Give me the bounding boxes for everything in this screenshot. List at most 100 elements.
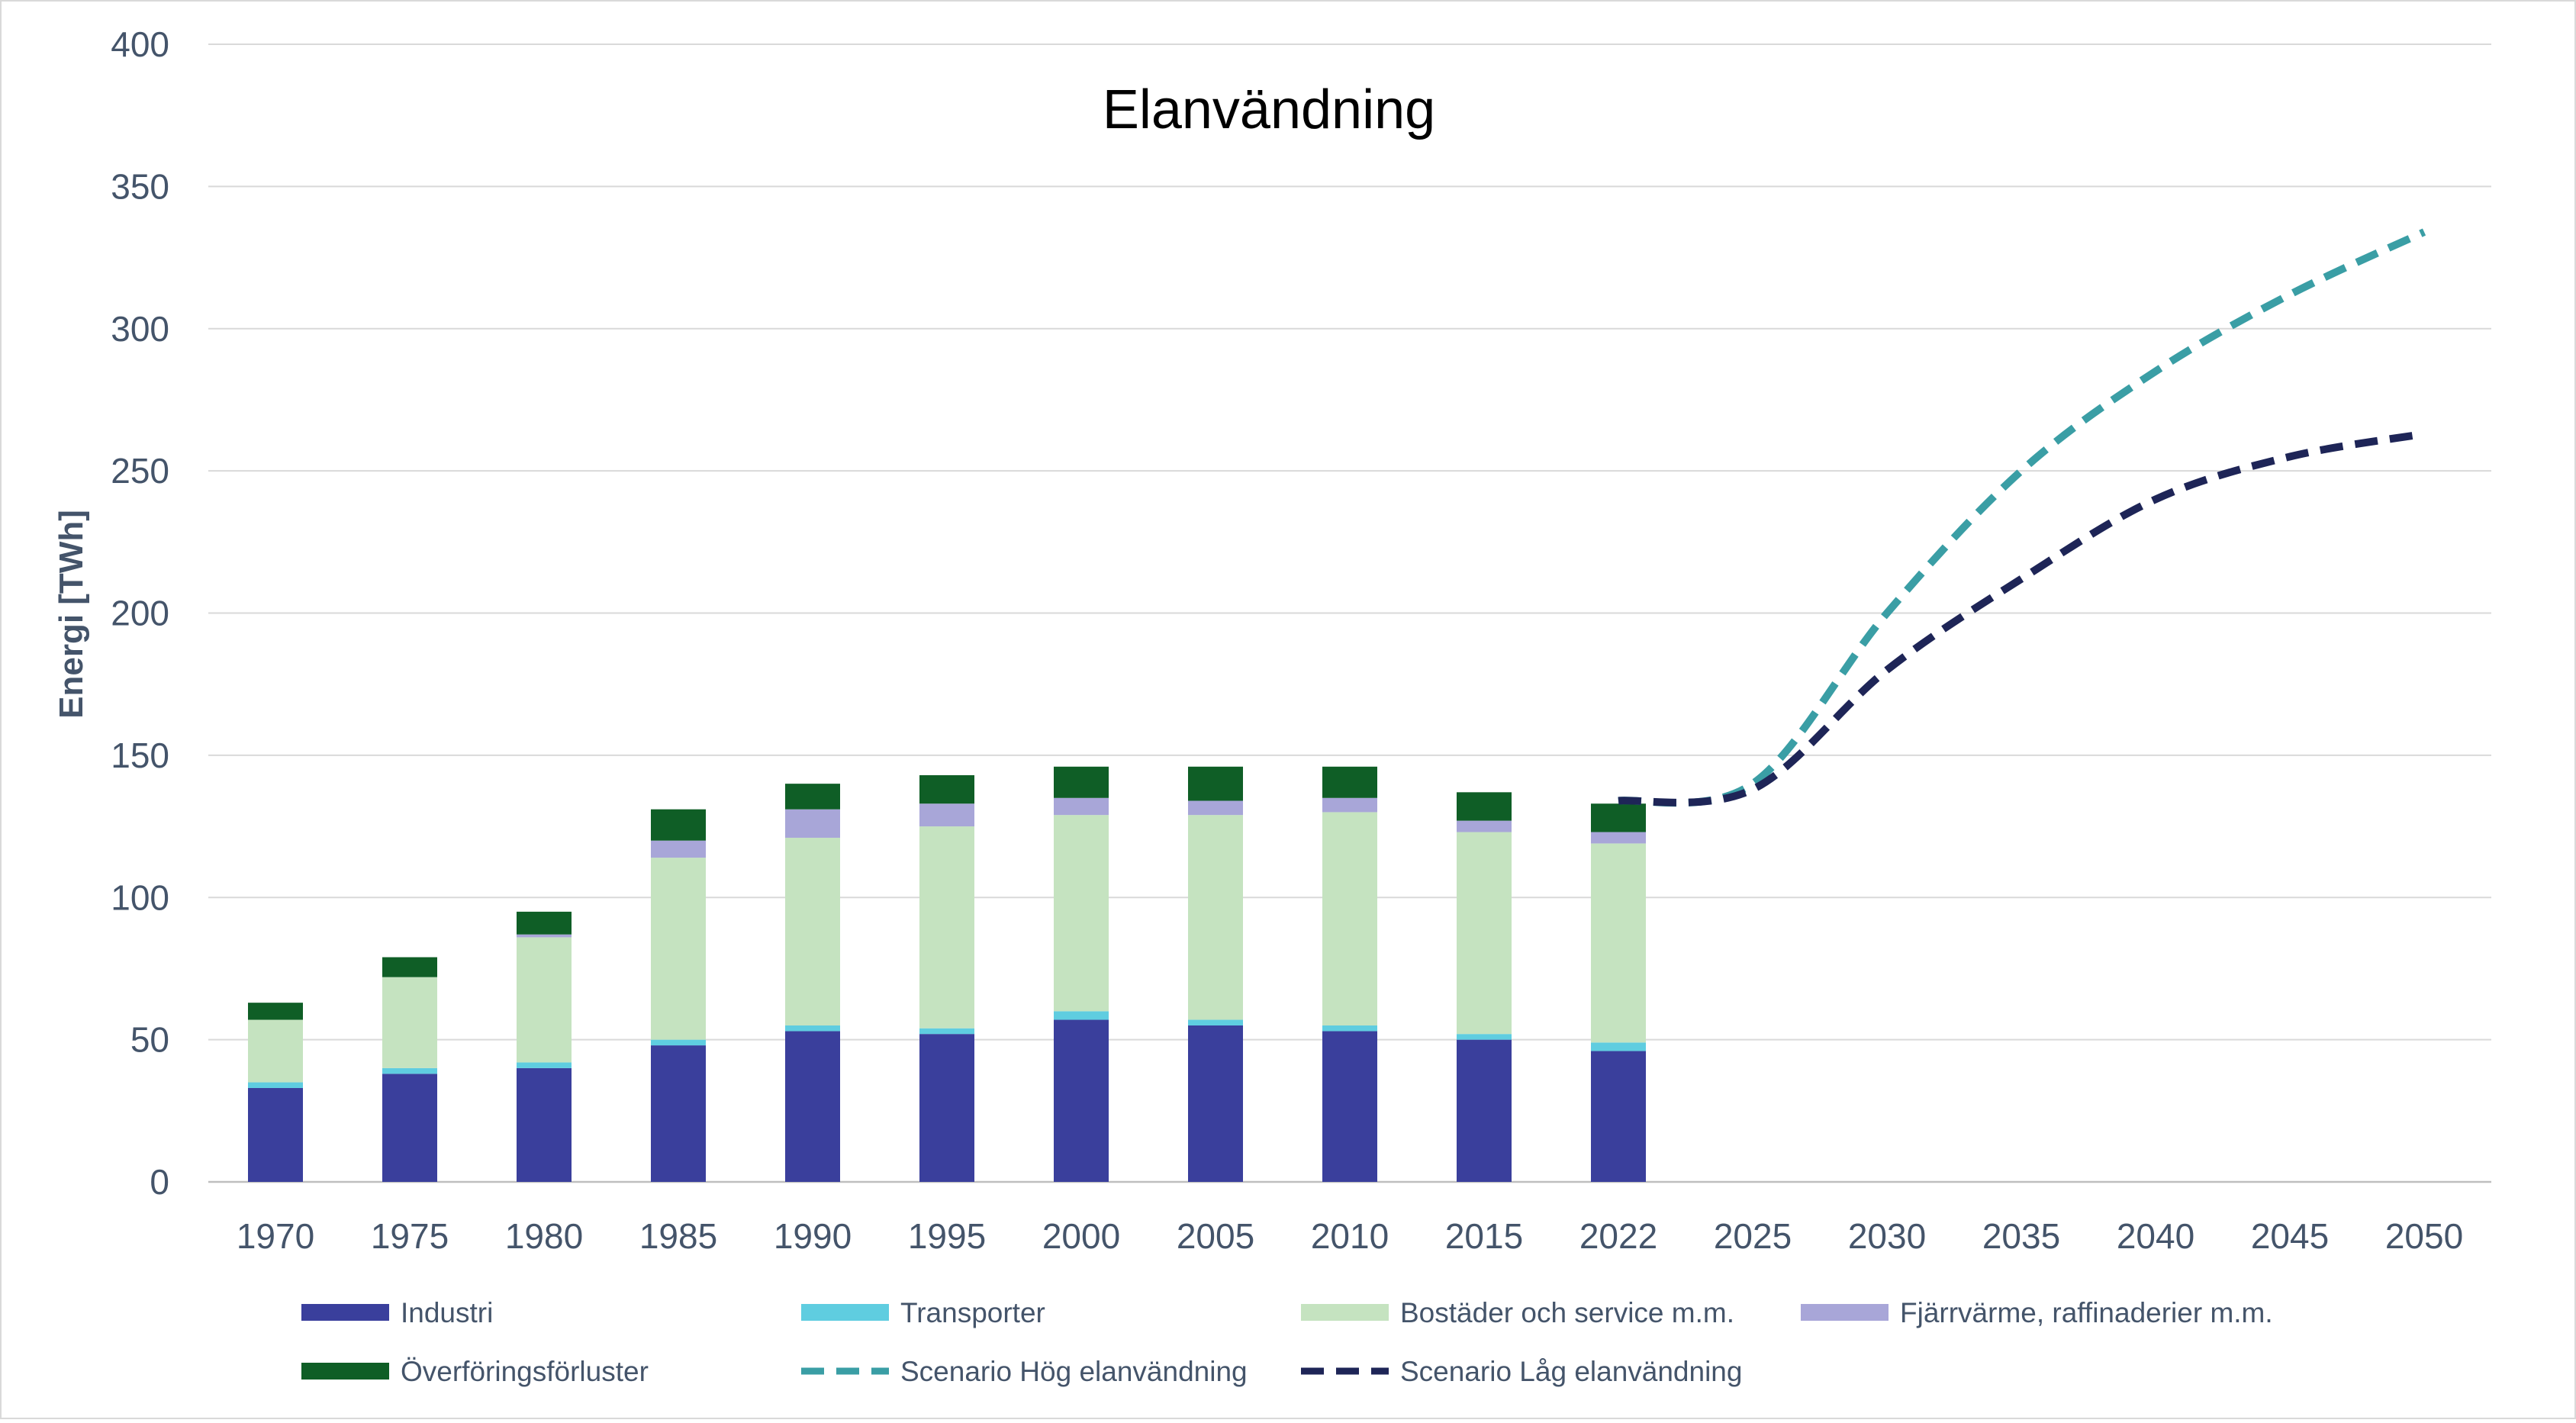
bar-segment	[1054, 815, 1109, 1012]
bar-segment	[785, 1031, 840, 1182]
gridlines	[208, 43, 2491, 1183]
x-tick-label: 2005	[1177, 1216, 1254, 1256]
bar-segment	[1054, 1019, 1109, 1182]
legend-swatch	[1301, 1304, 1389, 1321]
bar-segment	[1054, 1011, 1109, 1020]
x-tick-label: 2015	[1445, 1216, 1523, 1256]
y-tick-label: 0	[150, 1162, 169, 1202]
bar-segment	[919, 1028, 974, 1035]
legend-swatch	[301, 1304, 389, 1321]
bar-segment	[1457, 1034, 1512, 1040]
bar-segment	[517, 1067, 572, 1182]
x-tick-label: 2030	[1848, 1216, 1926, 1256]
bar-segment	[651, 1039, 706, 1046]
bar-segment	[382, 1074, 437, 1182]
y-tick-label: 250	[111, 451, 169, 491]
x-tick-label: 1970	[237, 1216, 314, 1256]
bar-segment	[651, 840, 706, 858]
bar-segment	[1457, 1039, 1512, 1182]
bar-segment	[382, 957, 437, 977]
bar-segment	[919, 1034, 974, 1182]
y-tick-label: 100	[111, 877, 169, 917]
bar-segment	[1591, 843, 1646, 1043]
bar-segment	[248, 1087, 303, 1182]
y-axis-label: Energi [TWh]	[53, 510, 90, 719]
y-tick-label: 50	[130, 1020, 169, 1060]
bar-segment	[1322, 766, 1377, 798]
bar-segment	[785, 837, 840, 1025]
bar-segment	[1188, 1025, 1243, 1182]
y-tick-label: 350	[111, 166, 169, 206]
x-tick-label: 2050	[2385, 1216, 2463, 1256]
bar-segment	[1188, 800, 1243, 816]
x-tick-label: 2045	[2251, 1216, 2329, 1256]
bar-segment	[382, 1067, 437, 1074]
x-tick-label: 2022	[1579, 1216, 1657, 1256]
y-tick-label: 300	[111, 309, 169, 349]
legend-label: Scenario Hög elanvändning	[900, 1356, 1248, 1387]
legend-label: Transporter	[900, 1297, 1045, 1328]
bar-segment	[1054, 797, 1109, 816]
bar-segment	[248, 1082, 303, 1088]
bar-segment	[1188, 1019, 1243, 1025]
axes: 0 50 100 150 200 250 300 350 400 1970 1975 1980 1985…	[111, 24, 2463, 1256]
x-tick-label: 2040	[2117, 1216, 2194, 1256]
bar-segment	[517, 1062, 572, 1068]
x-tick-label: 1995	[908, 1216, 986, 1256]
chart-title: Elanvändning	[1103, 79, 1435, 140]
bar-segment	[651, 809, 706, 841]
bar-segment	[517, 934, 572, 938]
bar-segment	[919, 774, 974, 804]
legend-swatch	[1801, 1304, 1889, 1321]
bar-segment	[1591, 803, 1646, 832]
scenario-lines	[1618, 228, 2426, 807]
bar-segment	[1457, 792, 1512, 821]
y-tick-label: 150	[111, 736, 169, 775]
bar-segment	[517, 911, 572, 935]
x-tick-label: 1990	[774, 1216, 852, 1256]
bar-segment	[1591, 832, 1646, 844]
x-tick-label: 2035	[1982, 1216, 2060, 1256]
bar-segment	[517, 937, 572, 1063]
x-tick-label: 2025	[1714, 1216, 1792, 1256]
legend-swatch	[801, 1304, 889, 1321]
bar-segment	[1188, 815, 1243, 1020]
legend-label: Industri	[401, 1297, 493, 1328]
bar-segment	[651, 858, 706, 1040]
bar-segment	[1054, 766, 1109, 798]
legend-swatch	[301, 1363, 389, 1380]
bar-segment	[919, 826, 974, 1029]
x-tick-label: 1980	[505, 1216, 583, 1256]
bar-segment	[1591, 1042, 1646, 1051]
y-tick-label: 400	[111, 24, 169, 64]
scenario-line	[1618, 228, 2426, 807]
x-tick-label: 2010	[1311, 1216, 1389, 1256]
x-tick-label: 2000	[1042, 1216, 1120, 1256]
legend: Industri Transporter Bostäder och service …	[301, 1297, 2273, 1387]
bar-segment	[919, 803, 974, 827]
bar-segment	[1322, 812, 1377, 1025]
legend-label: Scenario Låg elanvändning	[1400, 1356, 1742, 1387]
legend-label: Bostäder och service m.m.	[1400, 1297, 1734, 1328]
bars	[248, 766, 1646, 1182]
bar-segment	[1457, 832, 1512, 1035]
bar-segment	[1322, 797, 1377, 813]
bar-segment	[248, 1019, 303, 1083]
bar-segment	[785, 1025, 840, 1032]
bar-segment	[1591, 1051, 1646, 1182]
x-tick-label: 1985	[639, 1216, 717, 1256]
bar-segment	[1322, 1025, 1377, 1032]
bar-segment	[248, 1003, 303, 1020]
bar-segment	[1457, 820, 1512, 832]
scenario-line	[1618, 430, 2425, 806]
bar-segment	[785, 809, 840, 838]
legend-label: Överföringsförluster	[401, 1356, 649, 1387]
x-tick-label: 1975	[371, 1216, 449, 1256]
y-tick-label: 200	[111, 594, 169, 633]
bar-segment	[651, 1045, 706, 1182]
bar-segment	[382, 977, 437, 1068]
